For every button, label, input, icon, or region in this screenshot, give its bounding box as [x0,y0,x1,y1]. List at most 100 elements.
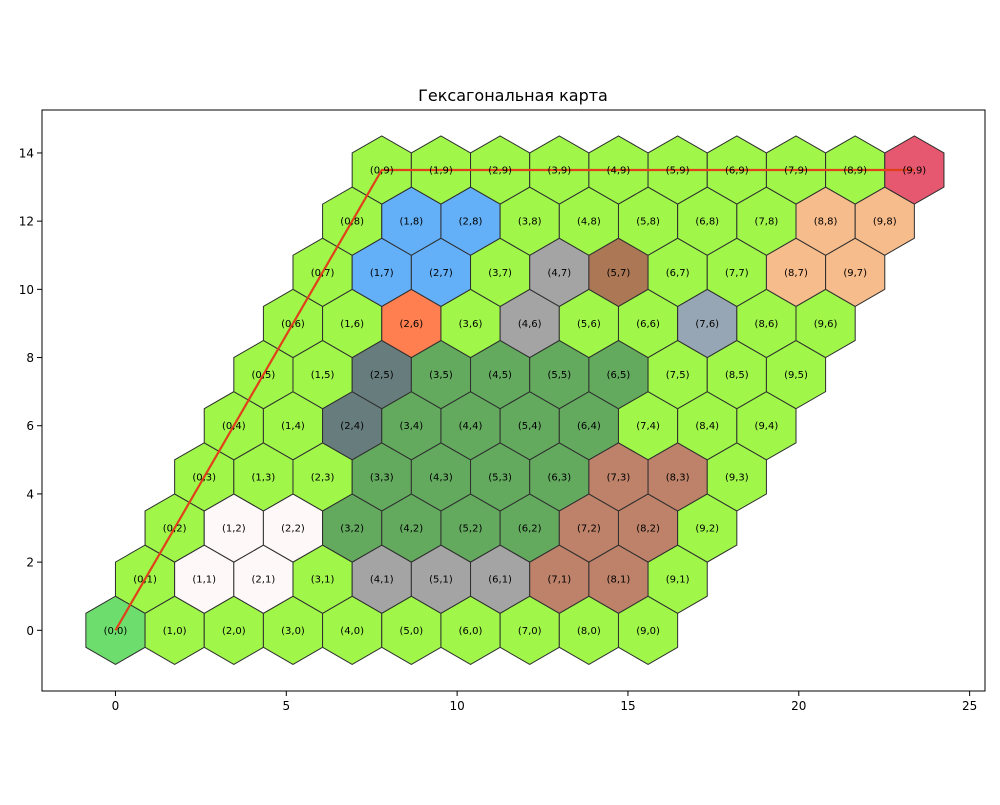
hex-label-4-7: (4,7) [547,268,571,279]
x-tick-label-5: 5 [282,699,290,713]
hex-label-6-2: (6,2) [518,524,542,535]
hex-label-8-2: (8,2) [636,524,660,535]
hex-label-9-1: (9,1) [666,575,690,586]
hex-label-9-2: (9,2) [695,524,719,535]
hex-label-1-5: (1,5) [311,370,335,381]
hex-label-7-4: (7,4) [636,421,660,432]
hex-label-2-2: (2,2) [281,524,305,535]
hex-label-1-1: (1,1) [192,575,216,586]
y-tick-label-12: 12 [19,215,34,229]
x-axis: 0 5 10 15 20 25 [112,691,977,713]
hex-label-9-6: (9,6) [814,319,838,330]
hex-label-7-2: (7,2) [577,524,601,535]
hex-label-1-4: (1,4) [281,421,305,432]
hex-label-2-3: (2,3) [311,472,335,483]
hex-label-9-5: (9,5) [784,370,808,381]
hex-label-0-8: (0,8) [340,217,364,228]
x-tick-label-0: 0 [112,699,120,713]
hex-label-6-9: (6,9) [725,166,749,177]
hex-label-7-3: (7,3) [607,472,631,483]
hex-label-3-4: (3,4) [399,421,423,432]
path-layer [114,168,915,631]
hex-label-0-0: (0,0) [104,626,128,637]
hex-label-5-6: (5,6) [577,319,601,330]
hex-label-8-0: (8,0) [577,626,601,637]
hex-label-0-9: (0,9) [370,166,394,177]
hex-label-5-9: (5,9) [666,166,690,177]
hex-label-1-0: (1,0) [163,626,187,637]
y-tick-label-10: 10 [19,283,34,297]
hex-label-5-1: (5,1) [429,575,453,586]
y-axis: 0 2 4 6 8 10 12 14 [19,146,42,638]
hex-label-2-0: (2,0) [222,626,246,637]
plot-frame [41,109,986,692]
hex-label-8-6: (8,6) [755,319,779,330]
hex-label-4-9: (4,9) [607,166,631,177]
hex-label-5-0: (5,0) [399,626,423,637]
hex-label-6-8: (6,8) [695,217,719,228]
hex-label-1-7: (1,7) [370,268,394,279]
hex-label-0-2: (0,2) [163,524,187,535]
hex-label-8-3: (8,3) [666,472,690,483]
path-line [114,168,915,631]
hex-label-0-7: (0,7) [311,268,335,279]
hex-label-4-1: (4,1) [370,575,394,586]
hex-label-3-1: (3,1) [311,575,335,586]
hex-label-3-6: (3,6) [459,319,483,330]
hex-label-5-3: (5,3) [488,472,512,483]
hex-label-4-5: (4,5) [488,370,512,381]
hex-label-8-8: (8,8) [814,217,838,228]
hex-label-3-2: (3,2) [340,524,364,535]
hex-label-4-8: (4,8) [577,217,601,228]
hex-label-7-8: (7,8) [755,217,779,228]
hex-label-8-4: (8,4) [695,421,719,432]
hex-label-5-7: (5,7) [607,268,631,279]
hex-label-2-9: (2,9) [488,166,512,177]
hex-label-7-5: (7,5) [666,370,690,381]
hex-label-4-2: (4,2) [399,524,423,535]
hex-label-0-1: (0,1) [133,575,157,586]
chart-title: Гексагональная карта [418,86,608,105]
y-tick-label-0: 0 [26,624,34,638]
hex-label-3-9: (3,9) [547,166,571,177]
hex-label-1-3: (1,3) [252,472,276,483]
hex-label-7-9: (7,9) [784,166,808,177]
y-tick-label-8: 8 [26,351,34,365]
hex-label-4-0: (4,0) [340,626,364,637]
hex-label-6-6: (6,6) [636,319,660,330]
hex-label-9-9: (9,9) [903,166,927,177]
hex-label-5-4: (5,4) [518,421,542,432]
hex-label-0-3: (0,3) [192,472,216,483]
hex-label-3-0: (3,0) [281,626,305,637]
hex-label-9-8: (9,8) [873,217,897,228]
hex-label-3-7: (3,7) [488,268,512,279]
hex-label-5-8: (5,8) [636,217,660,228]
hex-layer [85,135,945,665]
hex-label-6-4: (6,4) [577,421,601,432]
hex-label-2-1: (2,1) [252,575,276,586]
x-tick-label-15: 15 [620,699,635,713]
hex-label-2-5: (2,5) [370,370,394,381]
hex-label-3-3: (3,3) [370,472,394,483]
hex-label-1-9: (1,9) [429,166,453,177]
x-tick-label-10: 10 [449,699,464,713]
hex-label-8-9: (8,9) [843,166,867,177]
hex-label-8-1: (8,1) [607,575,631,586]
y-tick-label-6: 6 [26,419,34,433]
hex-label-2-7: (2,7) [429,268,453,279]
hex-label-4-4: (4,4) [459,421,483,432]
hex-label-3-5: (3,5) [429,370,453,381]
hex-label-9-3: (9,3) [725,472,749,483]
hex-label-8-5: (8,5) [725,370,749,381]
hex-label-0-5: (0,5) [252,370,276,381]
hex-label-4-3: (4,3) [429,472,453,483]
hex-label-3-8: (3,8) [518,217,542,228]
x-tick-label-20: 20 [791,699,806,713]
hex-label-1-8: (1,8) [399,217,423,228]
hex-label-0-6: (0,6) [281,319,305,330]
hex-label-5-2: (5,2) [459,524,483,535]
hex-label-7-0: (7,0) [518,626,542,637]
hex-label-7-6: (7,6) [695,319,719,330]
